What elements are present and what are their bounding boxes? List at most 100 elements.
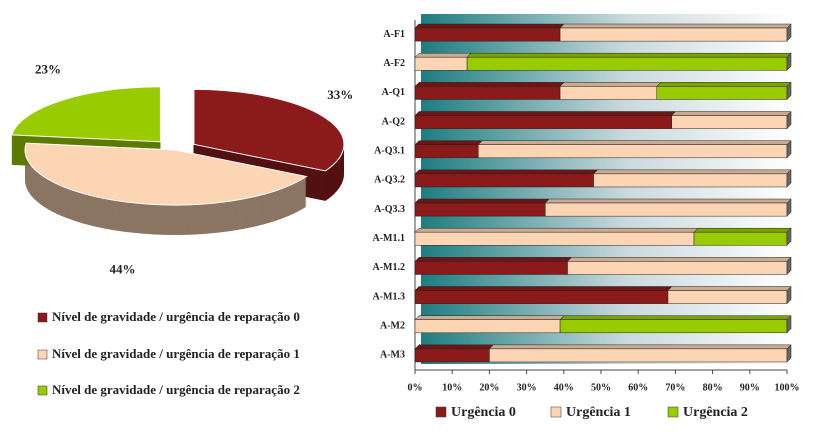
data-label: 33% xyxy=(327,87,353,102)
y-tick-label: A-Q3.2 xyxy=(374,175,405,186)
bar-top xyxy=(566,257,792,262)
bar-top xyxy=(671,111,792,116)
legend-swatch xyxy=(37,385,48,396)
bar-end xyxy=(786,52,792,71)
bar-end xyxy=(786,256,792,276)
bar-top xyxy=(592,169,792,175)
bar-top xyxy=(414,23,565,29)
x-tick-label: 40% xyxy=(554,382,574,393)
pie-slice xyxy=(24,142,308,206)
legend-label: Urgência 1 xyxy=(566,405,631,420)
x-tick-label: 70% xyxy=(665,382,685,393)
bar-top xyxy=(656,82,792,87)
data-label: 23% xyxy=(35,61,61,76)
y-tick-label: A-M2 xyxy=(380,321,405,332)
bar xyxy=(544,202,788,217)
x-tick-label: 90% xyxy=(740,382,760,393)
plot-background xyxy=(421,14,793,364)
legend-swatch xyxy=(37,349,48,360)
x-tick-label: 10% xyxy=(442,382,462,393)
bar xyxy=(693,231,788,246)
y-tick-label: A-Q2 xyxy=(382,116,405,127)
bar-end xyxy=(786,110,792,130)
bar xyxy=(414,173,594,188)
bar xyxy=(466,56,788,71)
bar-top xyxy=(414,52,472,58)
bar-end xyxy=(786,169,792,188)
y-tick-label: A-M1.2 xyxy=(373,262,406,273)
bar xyxy=(567,261,788,275)
bar-end xyxy=(786,344,792,363)
bar-top xyxy=(414,344,495,350)
bar-top xyxy=(544,198,792,204)
x-tick-label: 30% xyxy=(517,382,537,393)
bar-end xyxy=(786,285,792,305)
bar xyxy=(414,27,561,42)
bar xyxy=(414,231,695,246)
bar xyxy=(477,144,788,159)
y-tick-label: A-Q3.3 xyxy=(374,204,405,215)
bar-top xyxy=(414,82,565,87)
legend-swatch xyxy=(550,406,562,418)
bar-top xyxy=(414,169,599,175)
bar-end xyxy=(786,140,792,159)
legend-swatch xyxy=(37,312,48,323)
legend-label: Urgência 0 xyxy=(451,405,516,420)
bar xyxy=(414,319,561,334)
bar-top xyxy=(414,198,550,204)
x-tick-label: 50% xyxy=(591,382,611,393)
y-tick-label: A-F1 xyxy=(383,29,405,40)
bar-end xyxy=(786,81,792,101)
bar-top xyxy=(414,140,483,145)
bar xyxy=(414,115,672,129)
bar-top xyxy=(414,257,573,262)
bar-top xyxy=(667,286,792,291)
bar-top xyxy=(693,227,792,233)
y-tick-label: A-F2 xyxy=(383,58,405,69)
bar-top xyxy=(414,111,677,116)
bar xyxy=(667,290,788,304)
pie-slice xyxy=(193,88,345,172)
legend-label: Nível de gravidade / urgência de reparaç… xyxy=(52,382,300,397)
bar-top xyxy=(414,286,673,291)
legend-label: Urgência 2 xyxy=(683,405,748,420)
bar xyxy=(414,86,561,100)
pie-slice xyxy=(10,86,161,143)
bar-top xyxy=(414,227,699,233)
legend-swatch xyxy=(667,406,679,418)
bar-top xyxy=(559,315,792,320)
bar xyxy=(414,56,468,71)
bar-top xyxy=(477,140,792,145)
bar-top xyxy=(414,315,565,320)
y-tick-label: A-Q1 xyxy=(382,87,405,98)
bar-end xyxy=(786,23,792,42)
bar xyxy=(414,144,479,159)
bar xyxy=(559,86,658,100)
legend-label: Nível de gravidade / urgência de reparaç… xyxy=(52,309,300,324)
data-label: 44% xyxy=(109,261,135,276)
bar-end xyxy=(786,315,792,334)
bar-end xyxy=(786,198,792,217)
y-tick-label: A-M3 xyxy=(380,350,405,361)
legend-swatch xyxy=(435,406,447,418)
y-tick-label: A-M1.3 xyxy=(373,291,406,302)
legend-label: Nível de gravidade / urgência de reparaç… xyxy=(52,346,300,361)
bar-top xyxy=(559,82,662,87)
bar xyxy=(559,27,788,42)
bar xyxy=(414,261,568,275)
x-tick-label: 20% xyxy=(479,382,499,393)
y-tick-label: A-Q3.1 xyxy=(374,146,405,157)
bar-top xyxy=(488,344,792,350)
bar xyxy=(414,348,490,363)
bar xyxy=(593,173,788,188)
bar-top xyxy=(466,52,792,58)
bar xyxy=(414,290,669,304)
y-tick-label: A-M1.1 xyxy=(373,233,406,244)
x-tick-label: 60% xyxy=(628,382,648,393)
bar-top xyxy=(559,23,792,29)
x-tick-label: 100% xyxy=(775,382,800,393)
bar xyxy=(489,348,788,363)
x-tick-label: 0% xyxy=(408,382,423,393)
bar xyxy=(559,319,788,334)
